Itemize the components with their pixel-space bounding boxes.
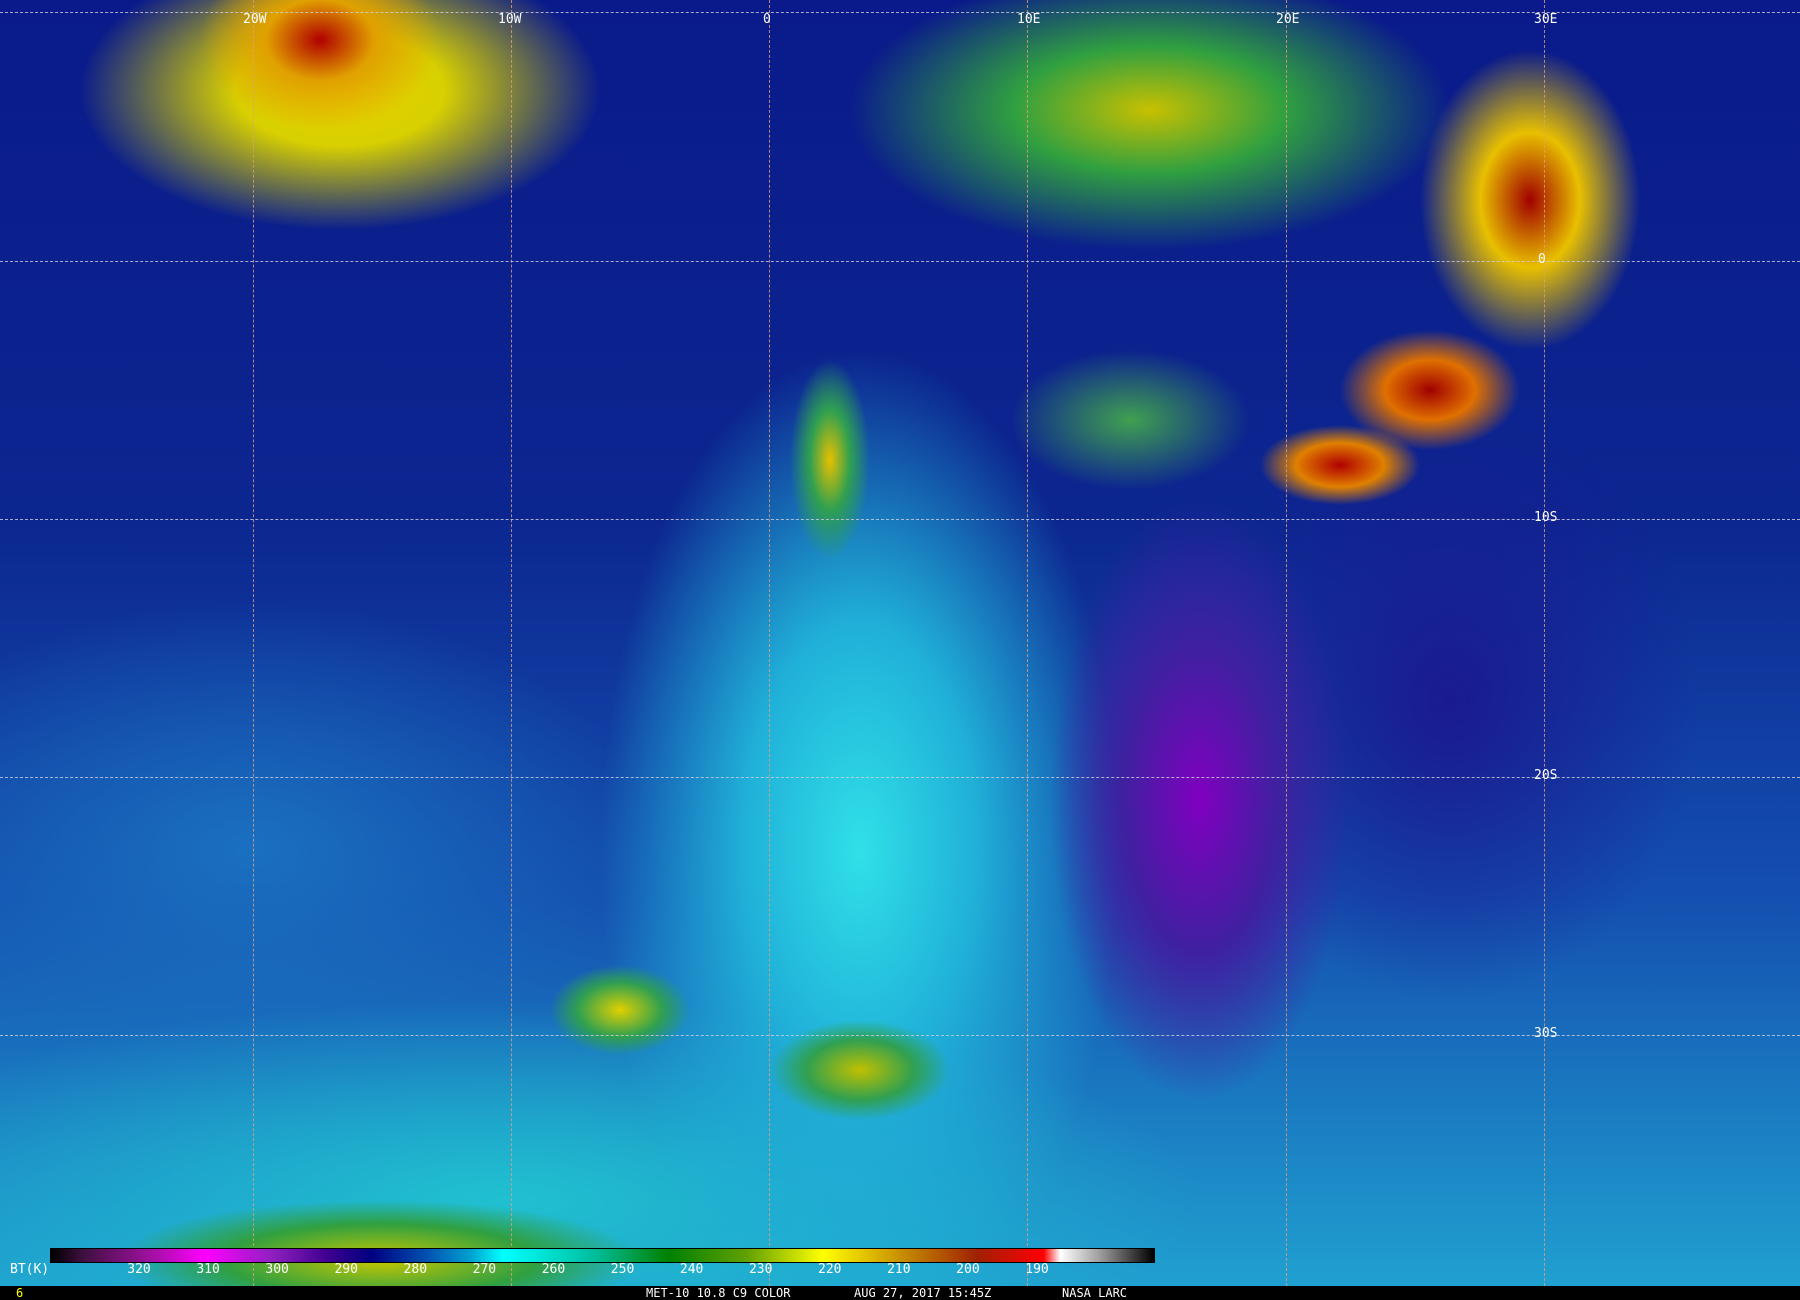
parallel-line bbox=[0, 12, 1800, 13]
colorbar-tick: 220 bbox=[818, 1262, 842, 1277]
colorbar-tick: 200 bbox=[956, 1262, 980, 1277]
parallel-line bbox=[0, 777, 1800, 778]
lon-label: 20W bbox=[243, 12, 267, 27]
meridian-line bbox=[1027, 0, 1028, 1286]
colorbar-tick: 280 bbox=[403, 1262, 428, 1277]
parallel-line bbox=[0, 519, 1800, 520]
colorbar-tick: 230 bbox=[748, 1262, 773, 1277]
colorbar-tick: 320 bbox=[127, 1262, 151, 1277]
parallel-line bbox=[0, 1035, 1800, 1036]
lon-label: 0 bbox=[763, 12, 771, 27]
credit-label: NASA LARC bbox=[1062, 1286, 1128, 1300]
footer-bar: 6 MET-10 10.8 C9 COLOR AUG 27, 2017 15:4… bbox=[0, 1286, 1800, 1300]
colorbar-tick: 310 bbox=[196, 1262, 220, 1277]
lat-label: 10S bbox=[1534, 510, 1558, 525]
colorbar-tick: 190 bbox=[1025, 1262, 1049, 1277]
lat-label: 0 bbox=[1538, 252, 1546, 267]
meridian-line bbox=[511, 0, 512, 1286]
colorbar-tick: 300 bbox=[265, 1262, 289, 1277]
lon-label: 20E bbox=[1276, 12, 1300, 27]
colorbar bbox=[50, 1248, 1155, 1263]
colorbar-unit: BT(K) bbox=[10, 1262, 50, 1277]
lat-label: 30S bbox=[1534, 1026, 1558, 1041]
colorbar-tick: 240 bbox=[679, 1262, 704, 1277]
frame-number: 6 bbox=[16, 1286, 24, 1300]
meridian-line bbox=[1286, 0, 1287, 1286]
meridian-line bbox=[769, 0, 770, 1286]
meridian-line bbox=[253, 0, 254, 1286]
colorbar-tick: 290 bbox=[334, 1262, 358, 1277]
colorbar-tick: 210 bbox=[887, 1262, 911, 1277]
lon-label: 30E bbox=[1534, 12, 1558, 27]
lon-label: 10E bbox=[1017, 12, 1041, 27]
lon-label: 10W bbox=[498, 12, 522, 27]
parallel-line bbox=[0, 261, 1800, 262]
meridian-line bbox=[1544, 0, 1545, 1286]
lat-label: 20S bbox=[1534, 768, 1558, 783]
product-label: MET-10 10.8 C9 COLOR bbox=[646, 1286, 791, 1300]
colorbar-tick: 270 bbox=[472, 1262, 497, 1277]
colorbar-tick: 260 bbox=[541, 1262, 566, 1277]
colorbar-tick: 250 bbox=[610, 1262, 635, 1277]
datetime-label: AUG 27, 2017 15:45Z bbox=[854, 1286, 992, 1300]
